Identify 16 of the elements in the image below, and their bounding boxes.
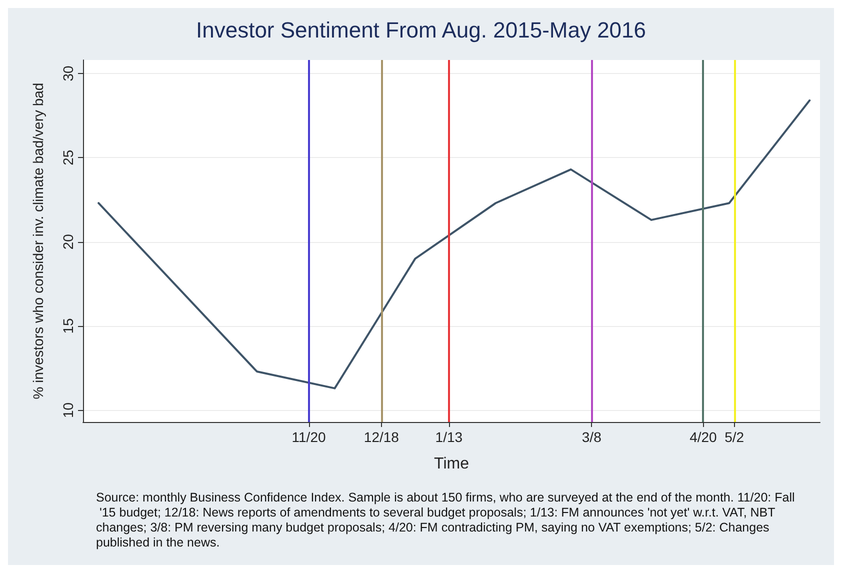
x-tick-label: 12/18	[364, 429, 400, 445]
x-tick-label: 5/2	[724, 429, 744, 445]
x-tick-label: 11/20	[292, 429, 326, 445]
source-note: Source: monthly Business Confidence Index. Sample is about 150 firms, who are surveyed at the end of the month. 11/20: Fall '15 budget; 12/18: News reports of amendments to several budget proposals; 1/13: FM announces 'not yet' w.r.t. VAT, NBT changes; 3/8: PM reversing many budget proposals; 4/20: FM contradicting PM, saying no VAT exemptions; 5/2: Changes published in the news.	[96, 490, 795, 550]
chart-title: Investor Sentiment From Aug. 2015-May 2016	[196, 18, 646, 42]
y-tick-label: 25	[60, 150, 76, 166]
x-tick-label: 1/13	[435, 429, 463, 445]
x-tick-label: 4/20	[690, 429, 718, 445]
y-tick-label: 10	[60, 402, 76, 418]
line-series	[98, 99, 811, 390]
y-tick-label: 20	[60, 234, 76, 250]
y-tick-label: 15	[60, 318, 76, 334]
y-tick-label: 30	[60, 65, 76, 82]
x-axis-title: Time	[434, 456, 470, 472]
y-axis-title: % investors who consider inv. climate bad/very bad	[30, 82, 46, 400]
x-tick-label: 3/8	[582, 429, 602, 445]
